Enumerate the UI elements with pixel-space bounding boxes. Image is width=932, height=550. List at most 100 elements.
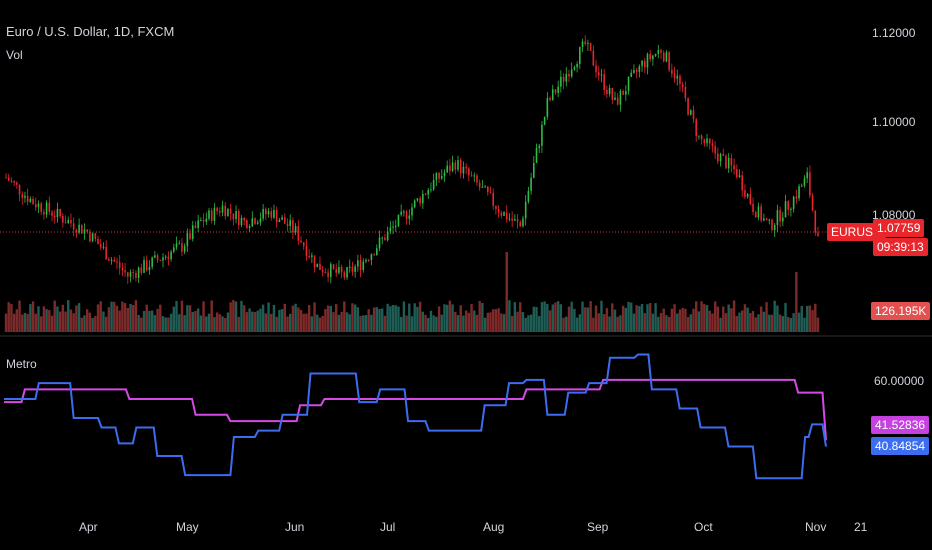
volume-bar (616, 316, 619, 332)
volume-bar (251, 311, 254, 332)
volume-bar (659, 312, 663, 332)
candle-body (649, 53, 651, 60)
volume-bar (648, 303, 652, 332)
volume-legend[interactable]: Vol (6, 48, 23, 62)
candle-body (527, 190, 530, 202)
volume-bar (765, 302, 768, 332)
volume-bar (475, 314, 479, 332)
candle-body (118, 262, 121, 269)
candle-body (611, 87, 614, 100)
volume-bar (510, 315, 514, 332)
volume-bar (69, 309, 73, 332)
volume-bar (627, 301, 630, 332)
candle-body (394, 226, 397, 228)
volume-bar (686, 317, 690, 332)
volume-bar (370, 314, 373, 332)
volume-bar (316, 314, 319, 332)
price-pane[interactable] (0, 35, 862, 332)
volume-bar (386, 303, 389, 332)
volume-bar (7, 302, 10, 332)
volume-bar (440, 314, 443, 332)
volume-bar (362, 315, 365, 332)
symbol-title[interactable]: Euro / U.S. Dollar, 1D, FXCM (6, 24, 175, 39)
candle-body (316, 263, 319, 268)
volume-bar (4, 313, 8, 332)
volume-bar (58, 311, 62, 332)
volume-bar (665, 315, 668, 332)
volume-bar (464, 310, 468, 332)
volume-bar (543, 301, 546, 332)
volume-bar (237, 316, 240, 332)
candle-body (40, 203, 42, 212)
volume-bar (199, 315, 203, 332)
volume-bar (253, 312, 257, 332)
candle-body (237, 211, 240, 226)
volume-bar (456, 315, 460, 332)
candle-body (270, 211, 273, 218)
indicator-legend[interactable]: Metro (6, 357, 37, 371)
volume-bar (278, 309, 281, 332)
candle-body (478, 182, 481, 188)
candle-body (798, 186, 800, 199)
candle-body (129, 272, 132, 277)
volume-bar (18, 300, 21, 332)
volume-bar (107, 307, 111, 332)
candle-body (254, 218, 256, 224)
candle-body (64, 222, 67, 224)
volume-bar (445, 304, 449, 332)
volume-bar (459, 305, 462, 332)
volume-bar (50, 315, 54, 332)
symbol-badge[interactable]: EURUSD (827, 223, 886, 241)
volume-bar (467, 312, 471, 332)
volume-bar (624, 307, 628, 332)
candle-body (376, 248, 378, 256)
volume-bar (340, 311, 343, 332)
volume-bar (367, 309, 370, 332)
volume-bar (749, 312, 752, 332)
candle-body (581, 41, 584, 47)
candle-body (59, 208, 61, 216)
volume-bar (654, 303, 657, 332)
candle-body (308, 256, 310, 258)
volume-bar (692, 308, 695, 332)
volume-bar (632, 313, 636, 332)
volume-bar (161, 316, 165, 332)
candle-body (213, 207, 216, 221)
volume-bar (321, 315, 324, 332)
volume-bar (521, 312, 525, 332)
candle-body (722, 154, 725, 156)
candle-body (800, 185, 803, 187)
volume-bar (619, 315, 622, 332)
candle-body (622, 90, 624, 95)
volume-bar (402, 301, 406, 332)
volume-bar (345, 312, 349, 332)
candle-body (34, 204, 37, 208)
candle-body (235, 211, 237, 220)
volume-bar (556, 301, 560, 332)
candle-body (703, 139, 706, 144)
volume-bar (784, 302, 787, 332)
volume-bar (516, 311, 519, 332)
indicator-pane[interactable] (4, 353, 827, 480)
candle-body (97, 238, 99, 245)
candle-body (706, 138, 708, 144)
candle-body (43, 211, 45, 215)
volume-bar (795, 272, 798, 332)
candle-body (156, 255, 159, 260)
candle-body (362, 261, 365, 270)
price-tick-3: 1.08000 (872, 208, 916, 222)
candle-body (265, 209, 267, 215)
candle-body (94, 233, 97, 239)
volume-bar (713, 301, 717, 332)
candle-body (630, 72, 633, 78)
volume-bar (359, 315, 362, 332)
candle-body (48, 202, 51, 212)
volume-bar (313, 302, 316, 332)
volume-bar (159, 304, 162, 332)
candle-body (367, 260, 370, 262)
candle-body (32, 198, 34, 205)
candle-body (660, 50, 662, 53)
candle-body (181, 243, 183, 252)
volume-bar (575, 317, 579, 332)
